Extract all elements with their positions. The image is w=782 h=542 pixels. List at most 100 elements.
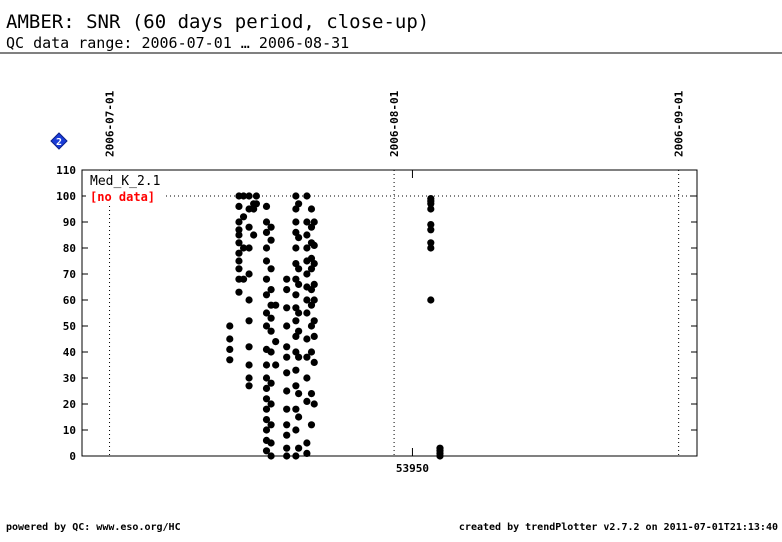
- data-point: [310, 317, 318, 325]
- data-point: [295, 280, 303, 288]
- data-point: [283, 343, 291, 351]
- y-tick-label: 20: [63, 398, 76, 411]
- data-point: [267, 421, 275, 429]
- data-point: [245, 192, 253, 200]
- data-point: [292, 426, 300, 434]
- data-point: [245, 317, 253, 325]
- chart-title: AMBER: SNR (60 days period, close-up): [6, 11, 429, 33]
- no-data-note: [no data]: [90, 190, 155, 204]
- data-point: [262, 202, 271, 210]
- data-point: [235, 265, 243, 273]
- data-point: [262, 275, 271, 283]
- data-point: [272, 338, 280, 346]
- data-point: [262, 244, 271, 252]
- data-point: [303, 335, 311, 343]
- y-tick-label: 10: [63, 424, 76, 437]
- data-point: [427, 239, 435, 247]
- data-point: [292, 452, 300, 460]
- data-point: [262, 322, 271, 330]
- data-point: [226, 356, 234, 364]
- data-point: [307, 390, 316, 398]
- data-point: [245, 361, 253, 369]
- data-point: [226, 322, 234, 330]
- data-point: [262, 228, 271, 236]
- data-point: [307, 205, 316, 213]
- data-point: [226, 335, 234, 343]
- data-point: [283, 405, 291, 413]
- y-tick-label: 0: [69, 450, 76, 463]
- y-tick-label: 100: [56, 190, 76, 203]
- data-point: [252, 200, 261, 208]
- data-point: [303, 309, 311, 317]
- data-point: [250, 231, 258, 239]
- data-point: [310, 332, 318, 340]
- data-point: [283, 452, 291, 460]
- data-point: [303, 192, 311, 200]
- data-point: [245, 343, 253, 351]
- data-point: [267, 327, 275, 335]
- data-point: [245, 244, 253, 252]
- data-point: [239, 213, 248, 221]
- data-point: [310, 241, 318, 249]
- data-point: [239, 244, 248, 252]
- data-point: [292, 317, 300, 325]
- y-tick-label: 90: [63, 216, 76, 229]
- data-point: [245, 296, 253, 304]
- data-point: [283, 369, 291, 377]
- data-point: [303, 244, 311, 252]
- data-point: [283, 275, 291, 283]
- data-point: [307, 348, 316, 356]
- data-point: [310, 400, 318, 408]
- y-tick-label: 80: [63, 242, 76, 255]
- data-point: [303, 270, 311, 278]
- data-point: [235, 257, 243, 265]
- y-tick-label: 40: [63, 346, 76, 359]
- data-point: [295, 353, 303, 361]
- data-point: [262, 374, 271, 382]
- data-point: [262, 405, 271, 413]
- data-point: [235, 231, 243, 239]
- data-point: [427, 226, 435, 234]
- data-point: [292, 405, 300, 413]
- data-point: [310, 260, 318, 268]
- data-point: [295, 327, 303, 335]
- data-point: [262, 384, 271, 392]
- data-point: [292, 244, 300, 252]
- data-point: [310, 296, 318, 304]
- data-point: [235, 239, 243, 247]
- data-point: [427, 195, 435, 203]
- data-point: [310, 280, 318, 288]
- data-point: [310, 358, 318, 366]
- data-point: [295, 309, 303, 317]
- data-point: [303, 353, 311, 361]
- data-point: [262, 309, 271, 317]
- footer-right: created by trendPlotter v2.7.2 on 2011-0…: [459, 522, 778, 533]
- y-tick-label: 70: [63, 268, 76, 281]
- date-label: 2006-08-01: [388, 90, 401, 157]
- data-point: [295, 265, 303, 273]
- x-tick-label: 53950: [396, 462, 429, 475]
- data-point: [267, 400, 275, 408]
- data-point: [235, 288, 243, 296]
- data-point: [307, 421, 316, 429]
- data-point: [267, 265, 275, 273]
- data-point: [303, 296, 311, 304]
- data-point: [427, 296, 435, 304]
- data-point: [283, 444, 291, 452]
- data-point: [292, 218, 300, 226]
- data-point: [303, 439, 311, 447]
- badge-text: 2: [56, 137, 62, 148]
- data-point: [267, 223, 275, 231]
- data-point: [235, 249, 243, 257]
- chart-subtitle: QC data range: 2006-07-01 … 2006-08-31: [6, 34, 349, 52]
- data-point: [427, 244, 435, 252]
- data-point: [292, 291, 300, 299]
- data-point: [295, 413, 303, 421]
- data-point: [267, 286, 275, 294]
- data-point: [262, 416, 271, 424]
- data-point: [262, 218, 271, 226]
- y-tick-label: 60: [63, 294, 76, 307]
- data-point: [235, 226, 243, 234]
- data-point: [245, 374, 253, 382]
- data-point: [235, 218, 243, 226]
